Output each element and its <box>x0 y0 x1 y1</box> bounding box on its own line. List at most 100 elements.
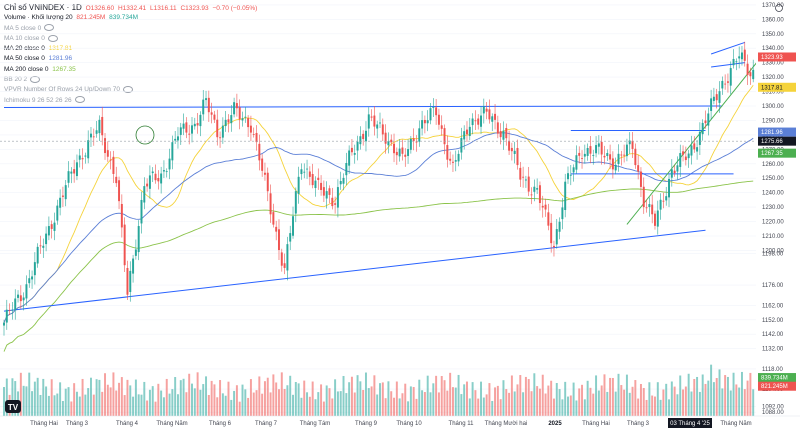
volume-bar <box>280 372 283 416</box>
time-axis[interactable]: Tháng Hai Tháng 3 Tháng 4 Tháng Năm Tháng 6 T… <box>0 415 800 428</box>
legend-ma20[interactable]: MA 20 close 0 1317.81 <box>4 44 257 54</box>
volume-bar <box>364 372 367 416</box>
price-tick-label: 1162.00 <box>762 303 784 309</box>
candle-body <box>567 173 569 180</box>
volume-bar <box>398 398 401 416</box>
volume-bar <box>634 380 637 416</box>
candle-body <box>426 120 429 124</box>
time-tick-label: Tháng 4 <box>116 421 139 427</box>
legend-ma10[interactable]: MA 10 close 0 <box>4 34 257 44</box>
candle-body <box>409 138 412 150</box>
candle-body <box>684 156 687 161</box>
volume-bar <box>449 372 452 416</box>
candle-body <box>752 69 755 80</box>
candle-body <box>670 169 673 178</box>
volume-bar <box>625 374 628 416</box>
volume-bar <box>306 392 309 416</box>
legend-volume[interactable]: Volume · Khối lượng 20 821.245M 839.734M <box>4 13 257 23</box>
candle-body <box>31 276 34 280</box>
candle-body <box>106 150 109 157</box>
legend-ma50[interactable]: MA 50 close 0 1281.96 <box>4 54 257 64</box>
eye-icon[interactable] <box>44 24 55 32</box>
candle-body <box>146 183 149 187</box>
volume-bar <box>36 377 39 416</box>
volume-bar <box>165 378 168 416</box>
volume-bar <box>238 401 241 416</box>
legend-vpvr[interactable]: VPVR Number Of Rows 24 Up/Down 70 <box>4 85 257 95</box>
candle-body <box>600 141 603 155</box>
eye-icon[interactable] <box>74 96 85 104</box>
ohlc-high: H1332.41 <box>117 5 147 12</box>
candle-body <box>109 159 112 161</box>
volume-bar <box>207 395 210 416</box>
symbol-title[interactable]: Chỉ số VNINDEX · 1D <box>4 3 82 12</box>
volume-bar <box>656 382 659 416</box>
time-tick-label: Tháng 11 <box>449 421 475 427</box>
candle-body <box>317 177 320 181</box>
time-tick-label: Tháng 6 <box>209 421 232 427</box>
volume-bar <box>70 401 73 416</box>
price-label-cross: 1275.66 <box>761 139 783 145</box>
legend-ichimoku[interactable]: Ichimoku 9 26 52 26 26 <box>4 96 257 106</box>
volume-bar <box>474 390 477 416</box>
candle-body <box>491 116 494 122</box>
volume-bar <box>567 396 569 416</box>
price-tick-label: 1250.00 <box>762 176 784 182</box>
eye-icon[interactable] <box>122 86 133 94</box>
svg-text:TV: TV <box>8 403 19 412</box>
eye-icon[interactable] <box>47 34 58 42</box>
candle-body <box>508 140 511 151</box>
volume-bar <box>583 399 586 416</box>
gear-icon <box>775 4 783 12</box>
eye-icon[interactable] <box>30 75 41 83</box>
candle-body <box>552 245 555 248</box>
candle-body <box>639 171 642 187</box>
volume-bar <box>221 393 224 416</box>
candle-body <box>219 137 222 139</box>
price-tick-label: 1310.00 <box>762 90 784 96</box>
candle-body <box>78 155 81 160</box>
volume-bar <box>522 392 525 416</box>
candle-body <box>143 186 146 203</box>
candle-body <box>468 126 471 137</box>
trendlines[interactable] <box>3 41 774 312</box>
volume-bar <box>67 387 70 416</box>
ma50-line <box>3 132 754 323</box>
trendline <box>711 62 745 68</box>
candle-body <box>252 134 255 135</box>
volume-bar <box>606 391 609 416</box>
ohlc-change: −0.70 (−0.05%) <box>212 5 258 12</box>
candle-body <box>384 132 387 144</box>
volume-bar <box>533 373 536 416</box>
volume-bar <box>617 373 620 416</box>
legend-ma5[interactable]: MA 5 close 0 <box>4 24 257 34</box>
candle-body <box>550 222 553 244</box>
tradingview-logo[interactable]: TV <box>5 400 21 413</box>
candle-body <box>485 108 488 112</box>
time-tick-label: Tháng Tám <box>300 421 331 427</box>
volume-bar <box>544 393 547 416</box>
volume-bar <box>701 374 704 416</box>
candle-body <box>611 158 614 170</box>
candle-body <box>269 193 272 215</box>
ma200-label: MA 200 close 0 <box>4 65 49 73</box>
volume-bar <box>743 389 746 416</box>
time-tick-label: Tháng Mười hai <box>485 421 528 427</box>
candle-body <box>617 153 620 164</box>
candle-body <box>73 169 76 174</box>
candle-body <box>628 140 631 145</box>
candle-body <box>205 98 208 101</box>
candle-body <box>39 245 42 247</box>
volume-bar <box>550 380 553 416</box>
candle-body <box>261 158 264 171</box>
candle-body <box>322 187 325 196</box>
volume-bar <box>466 381 468 416</box>
volume-bar <box>505 389 508 416</box>
price-axis[interactable]: 1370.00 1360.00 1350.00 1340.00 1330.00 1320.… <box>756 0 800 416</box>
legend-ma200[interactable]: MA 200 close 0 1267.35 <box>4 65 257 75</box>
legend-bb[interactable]: BB 20 2 <box>4 75 257 85</box>
candle-body <box>45 233 48 245</box>
candle-body <box>61 195 64 197</box>
volume-bar <box>322 401 325 416</box>
